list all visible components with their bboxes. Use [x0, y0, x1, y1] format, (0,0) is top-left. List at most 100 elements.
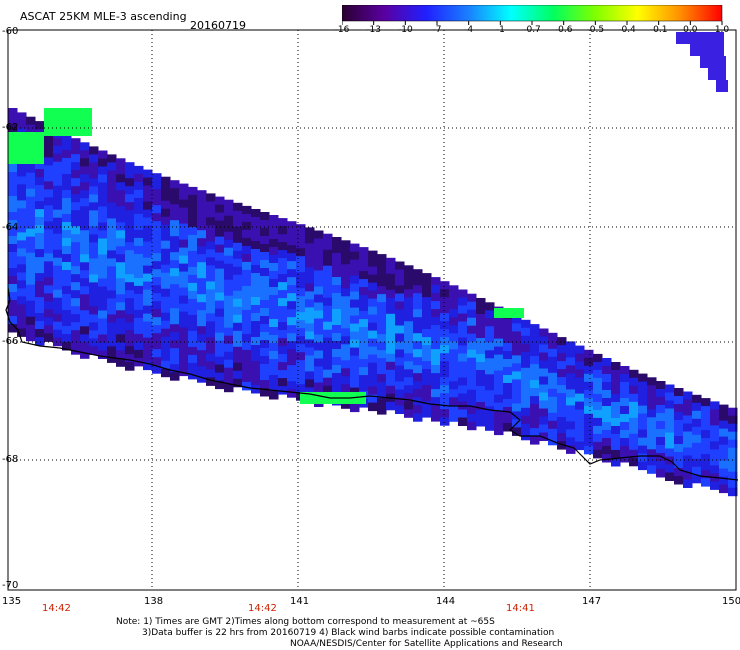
swath-cell — [611, 402, 621, 411]
swath-cell — [188, 234, 198, 244]
swath-cell — [53, 273, 63, 283]
swath-cell — [467, 421, 477, 431]
swath-cell — [503, 343, 513, 352]
swath-cell — [341, 240, 351, 249]
swath-cell — [44, 229, 54, 238]
swath-cell — [44, 189, 54, 198]
swath-cell — [269, 255, 279, 264]
swath-cell — [593, 393, 603, 403]
swath-cell — [314, 374, 324, 383]
swath-cell — [287, 269, 297, 278]
swath-cell — [431, 309, 441, 318]
swath-cell — [197, 318, 207, 327]
swath-cell — [386, 361, 396, 371]
swath-cell — [98, 222, 108, 231]
swath-cell — [161, 304, 171, 314]
swath-cell — [377, 262, 387, 271]
swath-cell — [80, 246, 90, 255]
swath-cell — [656, 413, 666, 422]
swath-cell — [323, 281, 333, 291]
swath-cell — [26, 308, 36, 318]
swath-cell — [161, 336, 171, 346]
swath-cell — [449, 397, 459, 406]
swath-cell — [314, 230, 324, 239]
swath-cell — [413, 269, 423, 278]
swath-cell — [125, 170, 135, 179]
swath-cell — [602, 414, 612, 423]
swath-cell — [44, 333, 54, 342]
swath-cell — [629, 441, 639, 451]
swath-cell — [71, 274, 81, 283]
swath-cell — [647, 433, 657, 442]
swath-cell — [188, 250, 198, 260]
swath-cell — [494, 314, 504, 324]
swath-cell — [386, 289, 396, 299]
swath-cell — [377, 398, 387, 407]
swath-cell — [359, 295, 369, 304]
swath-cell — [494, 402, 504, 412]
swath-cell — [116, 182, 126, 191]
swath-cell — [323, 377, 333, 387]
swath-cell — [242, 357, 252, 367]
swath-cell — [467, 293, 477, 303]
swath-cell — [35, 121, 45, 130]
swath-cell — [35, 193, 45, 202]
swath-cell — [521, 415, 531, 425]
swath-cell — [71, 258, 81, 267]
swath-cell — [404, 401, 414, 410]
swath-cell — [431, 277, 441, 286]
swath-cell — [53, 329, 63, 339]
swath-cell — [80, 150, 90, 159]
swath-cell — [449, 389, 459, 398]
map-date: 20160719 — [190, 19, 246, 32]
swath-cell — [170, 292, 180, 301]
swath-cell — [242, 277, 252, 287]
swath-cell — [206, 209, 216, 218]
swath-cell — [602, 422, 612, 431]
lat-label: -60 — [2, 26, 19, 37]
swath-cell — [62, 318, 72, 327]
swath-cell — [692, 474, 702, 484]
swath-cell — [404, 297, 414, 306]
swath-cell — [683, 463, 693, 472]
swath-cell — [89, 250, 99, 259]
swath-cell — [485, 326, 495, 335]
swath-cell — [161, 296, 171, 306]
swath-cell — [251, 281, 261, 290]
swath-cell — [494, 346, 504, 356]
swath-cell — [233, 234, 243, 244]
swath-cell — [197, 222, 207, 231]
swath-cell — [62, 174, 72, 183]
swath-cell — [242, 205, 252, 215]
swath-cell — [224, 359, 234, 369]
swath-cell — [197, 342, 207, 351]
swath-cell — [647, 393, 657, 402]
swath-cell — [278, 378, 288, 387]
swath-cell — [584, 429, 594, 439]
swath-cell — [314, 342, 324, 351]
footer-note: Note: 1) Times are GMT 2)Times along bot… — [116, 617, 495, 627]
swath-cell — [368, 370, 378, 380]
swath-cell — [242, 245, 252, 255]
swath-cell — [368, 338, 378, 348]
swath-cell — [611, 458, 621, 467]
swath-cell — [584, 413, 594, 423]
swath-cell — [107, 210, 117, 219]
swath-cell — [341, 352, 351, 361]
swath-cell — [170, 276, 180, 285]
swath-cell — [17, 248, 27, 257]
swath-cell — [233, 362, 243, 372]
swath-cell — [53, 209, 63, 219]
swath-cell — [8, 220, 18, 229]
swath-cell — [44, 237, 54, 246]
swath-cell — [26, 228, 36, 238]
swath-cell — [467, 357, 477, 367]
swath-cell — [98, 214, 108, 223]
swath-cell — [8, 260, 18, 269]
swath-cell — [656, 453, 666, 462]
swath-cell — [242, 269, 252, 279]
swath-cell — [458, 369, 468, 378]
swath-cell — [116, 302, 126, 311]
swath-cell — [44, 149, 54, 158]
swath-cell — [728, 463, 738, 473]
